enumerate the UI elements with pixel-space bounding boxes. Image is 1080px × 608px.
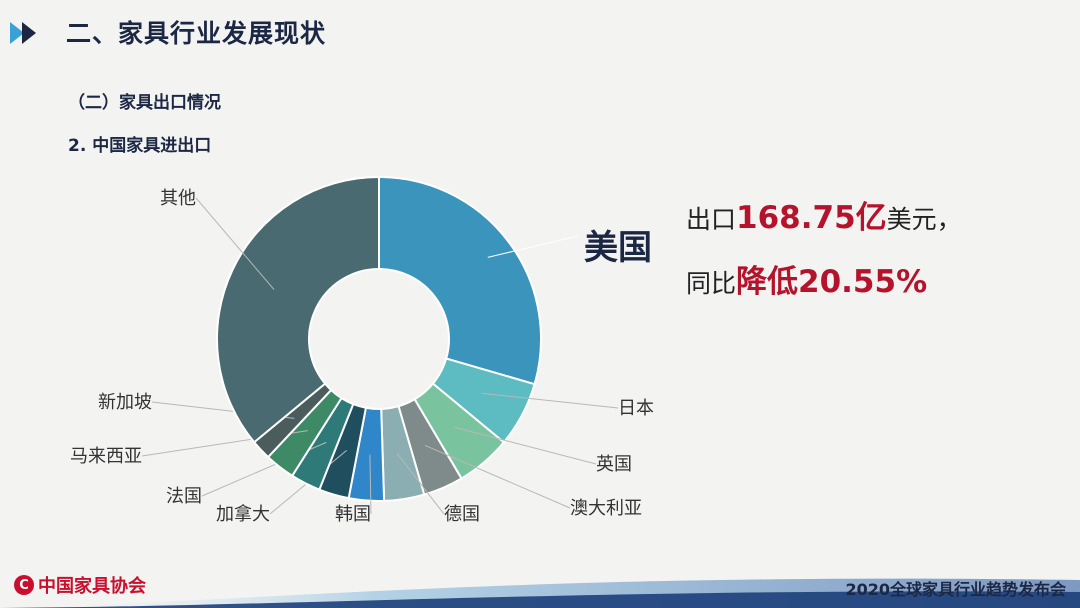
- slice-label-10: 其他: [160, 188, 196, 209]
- slice-10: [216, 175, 380, 444]
- export-prefix: 出口: [686, 205, 737, 234]
- slice-label-4: 德国: [444, 504, 480, 525]
- callout-export-line: 出口168.75亿美元，: [686, 192, 962, 237]
- slice-label-9: 新加坡: [98, 392, 152, 413]
- footer-logo: C 中国家具协会: [14, 572, 146, 598]
- slice-label-7: 法国: [166, 486, 202, 507]
- title-arrows-icon: [10, 22, 36, 44]
- leader-line-2: [454, 426, 597, 465]
- change-prefix: 同比: [686, 269, 737, 298]
- leader-line-1: [481, 392, 619, 409]
- change-value: 降低20.55%: [736, 264, 928, 300]
- logo-text: 中国家具协会: [38, 576, 146, 597]
- leader-line-4: [396, 453, 445, 515]
- leader-line-5: [369, 454, 372, 515]
- section-title: （二）家具出口情况: [68, 93, 221, 113]
- slice-label-3: 澳大利亚: [570, 498, 642, 519]
- export-suffix: 美元，: [886, 205, 962, 234]
- slide-title: 二、家具行业发展现状: [66, 19, 327, 48]
- slice-label-6: 加拿大: [216, 503, 270, 525]
- slice-label-8: 马来西亚: [70, 446, 142, 467]
- association-logo-icon: C: [14, 575, 34, 595]
- leader-line-3: [424, 445, 571, 509]
- slice-0: [378, 175, 542, 386]
- callout-country: 美国: [584, 228, 652, 268]
- footer-wave: [0, 578, 1080, 608]
- footer-event-title: 2020全球家具行业趋势发布会: [845, 580, 1066, 599]
- slice-label-5: 韩国: [335, 504, 371, 525]
- slice-label-1: 日本: [618, 398, 654, 419]
- slice-label-2: 英国: [596, 454, 632, 475]
- export-value: 168.75亿: [736, 200, 887, 236]
- leader-line-10: [195, 197, 275, 290]
- subsection-title: 2. 中国家具进出口: [68, 136, 212, 156]
- callout-change-line: 同比降低20.55%: [686, 256, 927, 301]
- leader-line-0: [487, 235, 579, 258]
